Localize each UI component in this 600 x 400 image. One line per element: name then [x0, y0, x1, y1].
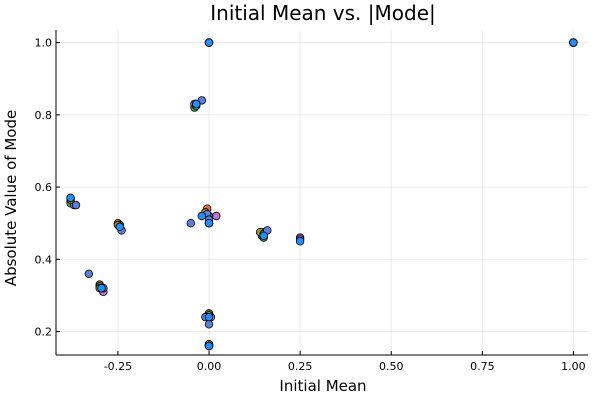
- scatter-point: [204, 312, 214, 322]
- x-tick-labels: -0.25 0.00 0.25 0.50 0.75 1.00: [104, 360, 586, 373]
- scatter-point: [197, 211, 206, 221]
- scatter-point: [115, 222, 124, 231]
- scatter-point: [212, 211, 221, 221]
- data-points: [66, 38, 578, 351]
- x-tick-label: 0.00: [197, 360, 222, 373]
- axes: [55, 30, 588, 356]
- y-tick-label: 0.8: [35, 109, 53, 122]
- scatter-point: [192, 99, 201, 109]
- x-tick-label: 0.25: [288, 360, 313, 373]
- scatter-point: [204, 320, 214, 329]
- scatter-point: [84, 269, 93, 278]
- y-tick-labels: 0.2 0.4 0.6 0.8 1.0: [35, 37, 53, 339]
- y-tick-label: 0.6: [35, 181, 53, 194]
- x-tick-label: -0.25: [104, 360, 132, 373]
- scatter-point: [186, 218, 195, 228]
- scatter-point: [204, 38, 214, 47]
- y-tick-label: 0.2: [35, 326, 53, 339]
- scatter-point: [66, 193, 75, 203]
- chart-title: Initial Mean vs. |Mode|: [210, 1, 436, 25]
- x-axis-label: Initial Mean: [279, 377, 366, 395]
- grid: [56, 30, 588, 355]
- x-tick-label: 0.50: [379, 360, 404, 373]
- scatter-point: [71, 200, 81, 210]
- scatter-point: [97, 284, 106, 293]
- scatter-point: [295, 237, 305, 246]
- scatter-point: [204, 218, 214, 228]
- scatter-point: [569, 38, 578, 47]
- y-tick-label: 1.0: [35, 37, 53, 50]
- x-tick-label: 0.75: [470, 360, 495, 373]
- scatter-point: [204, 341, 214, 351]
- x-tick-label: 1.00: [561, 360, 586, 373]
- y-axis-label: Absolute Value of Mode: [2, 110, 20, 286]
- y-tick-label: 0.4: [35, 253, 53, 266]
- scatter-point: [259, 231, 268, 240]
